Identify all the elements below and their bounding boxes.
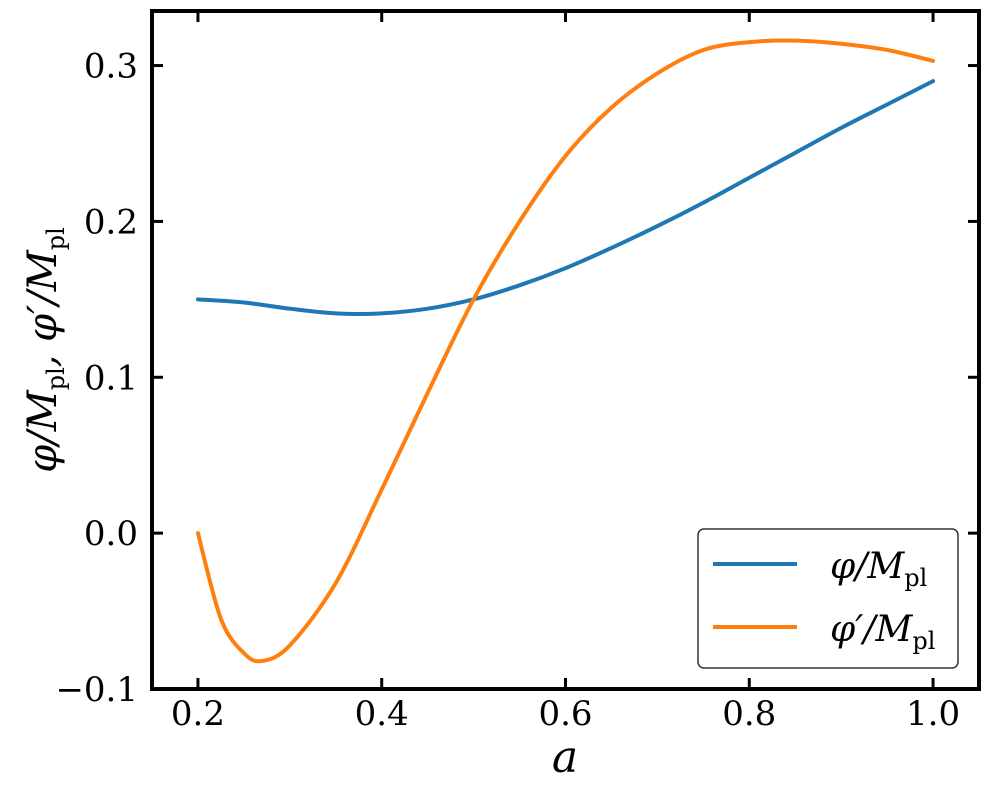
- series-lines: [195, 38, 936, 664]
- ticks: 0.2 0.4 0.6 0.8 1.0 −0.1 0.0 0.1 0.2 0.3: [55, 11, 979, 734]
- plot-frame: [150, 9, 981, 691]
- svg-text:φ/Mpl, φ′/Mpl: φ/Mpl, φ′/Mpl: [20, 227, 70, 473]
- x-tick-label: 0.4: [355, 694, 409, 734]
- x-tick-label: 1.0: [906, 694, 960, 734]
- y-tick-label: 0.2: [84, 202, 138, 242]
- legend: φ/Mpl φ′/Mpl: [697, 528, 959, 669]
- y-axis-title: φ/Mpl, φ′/Mpl: [20, 227, 70, 473]
- y-tick-label: 0.0: [84, 514, 138, 554]
- y-axis-title-phi: φ/M: [20, 389, 66, 472]
- x-tick-label: 0.6: [538, 694, 592, 734]
- y-tick-label: 0.3: [84, 47, 138, 87]
- y-tick-label: 0.1: [84, 358, 138, 398]
- series-line-phi: [195, 79, 936, 316]
- series-line-phi-prime: [195, 38, 936, 664]
- x-tick-label: 0.8: [722, 694, 776, 734]
- y-tick-label: −0.1: [55, 670, 138, 710]
- x-axis-title: a: [552, 732, 578, 783]
- x-tick-label: 0.2: [171, 694, 225, 734]
